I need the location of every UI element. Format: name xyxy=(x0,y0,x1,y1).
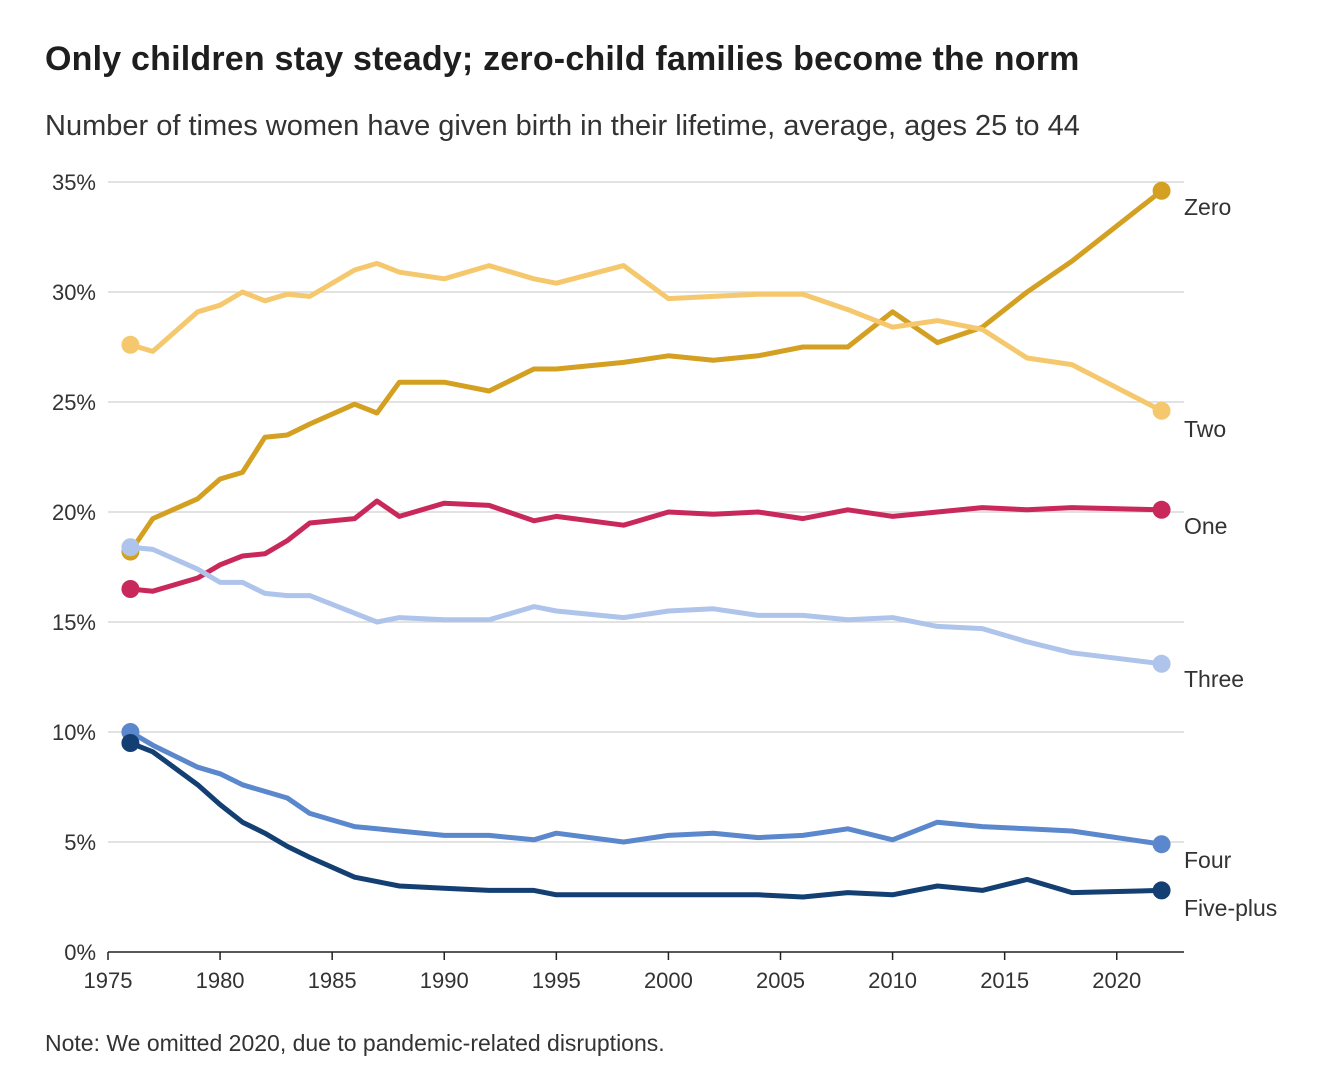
x-tick-label: 2020 xyxy=(1092,968,1141,993)
series-label-zero: Zero xyxy=(1184,194,1231,220)
end-point-five-plus xyxy=(1152,881,1171,900)
series-line-five-plus xyxy=(127,740,1165,900)
end-point-one xyxy=(1152,500,1171,519)
y-tick-label: 35% xyxy=(52,170,96,195)
start-point-two xyxy=(121,335,140,354)
series-lines xyxy=(121,181,1171,900)
series-label-two: Two xyxy=(1184,416,1226,442)
chart-subtitle: Number of times women have given birth i… xyxy=(45,110,1080,142)
start-point-five-plus xyxy=(121,734,140,752)
y-tick-label: 15% xyxy=(52,610,96,635)
x-tick-label: 1995 xyxy=(532,968,581,993)
y-tick-label: 0% xyxy=(64,940,96,965)
series-line-two xyxy=(127,260,1165,414)
x-tick-label: 1990 xyxy=(420,968,469,993)
x-tick-label: 1985 xyxy=(308,968,357,993)
end-point-two xyxy=(1152,401,1171,420)
x-tick-label: 1980 xyxy=(196,968,245,993)
y-tick-label: 5% xyxy=(64,830,96,855)
series-label-four: Four xyxy=(1184,847,1232,873)
y-tick-label: 20% xyxy=(52,500,96,525)
series-label-three: Three xyxy=(1184,666,1244,692)
y-tick-label: 25% xyxy=(52,390,96,415)
x-tick-label: 2005 xyxy=(756,968,805,993)
end-point-four xyxy=(1152,835,1171,854)
series-label-five-plus: Five-plus xyxy=(1184,895,1277,921)
start-point-one xyxy=(121,580,140,598)
y-axis-ticks: 0% 5% 10% 15% 20% 25% 30% 35% xyxy=(52,170,96,965)
end-point-three xyxy=(1152,654,1171,673)
x-tick-label: 2000 xyxy=(644,968,693,993)
start-point-three xyxy=(121,538,140,557)
series-labels: Zero Two One Three Four Five-plus xyxy=(1184,194,1277,921)
end-point-zero xyxy=(1152,181,1171,200)
line-chart: 0%5%10%15%20%25%30%35% 1975 1980 1985 1990 1… xyxy=(52,170,1277,993)
series-line-four xyxy=(127,729,1165,847)
series-line-three xyxy=(127,544,1165,667)
y-tick-label: 10% xyxy=(52,720,96,745)
series-line-one xyxy=(127,498,1165,594)
x-tick-label: 2015 xyxy=(980,968,1029,993)
series-line-zero xyxy=(127,188,1165,555)
x-tick-label: 2010 xyxy=(868,968,917,993)
series-label-one: One xyxy=(1184,513,1227,539)
x-axis: 1975 1980 1985 1990 1995 2000 2005 2010 2015 2020 xyxy=(84,951,1184,993)
chart-note: Note: We omitted 2020, due to pandemic-r… xyxy=(45,1030,665,1056)
x-tick-label: 1975 xyxy=(84,968,133,993)
chart-title: Only children stay steady; zero-child fa… xyxy=(45,40,1080,78)
y-tick-label: 30% xyxy=(52,280,96,305)
